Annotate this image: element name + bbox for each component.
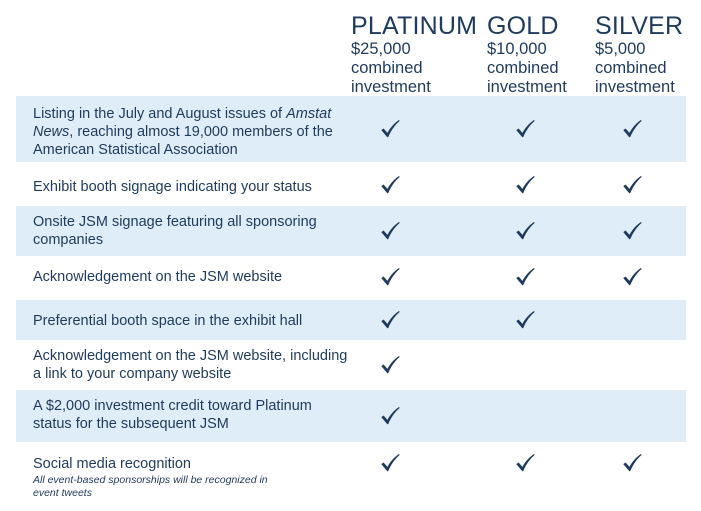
benefit-note: All event-based sponsorships will be rec… [33, 474, 268, 499]
tier-header-platinum: PLATINUM $25,000 combined investment [351, 12, 477, 97]
checkmark-icon [621, 266, 643, 288]
benefit-text: A $2,000 investment credit toward Platin… [33, 398, 312, 432]
benefit-row: Social media recognition All event-based… [16, 448, 686, 504]
benefit-row: Acknowledgement on the JSM website [16, 258, 686, 296]
tier-price: $25,000 [351, 40, 411, 58]
tier-caption: investment [595, 78, 675, 96]
tier-name: PLATINUM [351, 12, 478, 40]
checkmark-icon [514, 266, 536, 288]
checkmark-icon [621, 174, 643, 196]
tier-caption: investment [351, 78, 431, 96]
benefit-text: Onsite JSM signage featuring all sponsor… [33, 214, 317, 248]
checkmark-icon [514, 220, 536, 242]
benefit-row: Acknowledgement on the JSM website, incl… [16, 342, 686, 388]
tier-price: $5,000 [595, 40, 646, 58]
checkmark-icon [379, 309, 401, 331]
checkmark-icon [379, 405, 401, 427]
tier-name: SILVER [595, 12, 684, 40]
benefit-row: Listing in the July and August issues of… [16, 96, 686, 162]
benefit-text: Listing in the July and August issues of… [33, 106, 333, 158]
checkmark-icon [379, 266, 401, 288]
tier-caption: combined [595, 59, 667, 77]
tier-name: GOLD [487, 12, 559, 40]
benefit-row: Preferential booth space in the exhibit … [16, 300, 686, 340]
benefit-text: Acknowledgement on the JSM website [33, 269, 283, 285]
benefit-text: Social media recognition All event-based… [33, 455, 283, 500]
tier-header-silver: SILVER $5,000 combined investment [595, 12, 683, 97]
checkmark-icon [379, 174, 401, 196]
checkmark-icon [379, 118, 401, 140]
checkmark-icon [621, 452, 643, 474]
checkmark-icon [514, 174, 536, 196]
tier-price: $10,000 [487, 40, 547, 58]
tier-caption: investment [487, 78, 567, 96]
benefit-row: Exhibit booth signage indicating your st… [16, 166, 686, 204]
checkmark-icon [379, 220, 401, 242]
tier-header-gold: GOLD $10,000 combined investment [487, 12, 567, 97]
benefit-row: A $2,000 investment credit toward Platin… [16, 390, 686, 442]
checkmark-icon [514, 118, 536, 140]
checkmark-icon [379, 354, 401, 376]
checkmark-icon [514, 452, 536, 474]
benefit-text: Acknowledgement on the JSM website, incl… [33, 348, 348, 382]
checkmark-icon [621, 118, 643, 140]
benefit-text: Exhibit booth signage indicating your st… [33, 179, 312, 195]
publication-name: Amstat News [33, 106, 332, 140]
benefit-title: Social media recognition [33, 456, 191, 472]
checkmark-icon [379, 452, 401, 474]
tier-caption: combined [351, 59, 423, 77]
checkmark-icon [621, 220, 643, 242]
checkmark-icon [514, 309, 536, 331]
tier-caption: combined [487, 59, 559, 77]
benefit-row: Onsite JSM signage featuring all sponsor… [16, 206, 686, 256]
benefit-text: Preferential booth space in the exhibit … [33, 313, 303, 329]
